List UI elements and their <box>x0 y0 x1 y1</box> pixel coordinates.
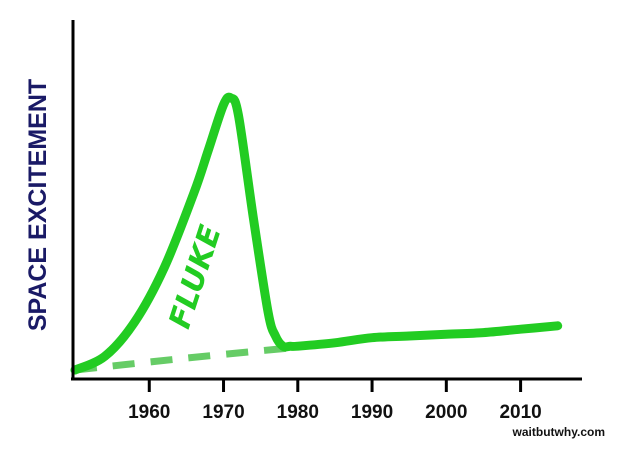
x-ticks: 1960 1970 1980 1990 2000 2010 <box>128 379 542 423</box>
watermark: waitbutwhy.com <box>512 425 605 439</box>
series-line-dashed <box>74 344 291 374</box>
y-axis-label: SPACE EXCITEMENT <box>24 79 52 331</box>
x-tick-label: 1980 <box>277 402 319 423</box>
chart-marks <box>70 92 563 375</box>
x-tick-label: 2000 <box>425 402 467 423</box>
x-tick-label: 1990 <box>351 402 393 423</box>
x-tick-label: 2010 <box>499 402 541 423</box>
x-tick-label: 1960 <box>128 402 170 423</box>
series-line-solid <box>70 92 563 375</box>
x-tick-label: 1970 <box>202 402 244 423</box>
